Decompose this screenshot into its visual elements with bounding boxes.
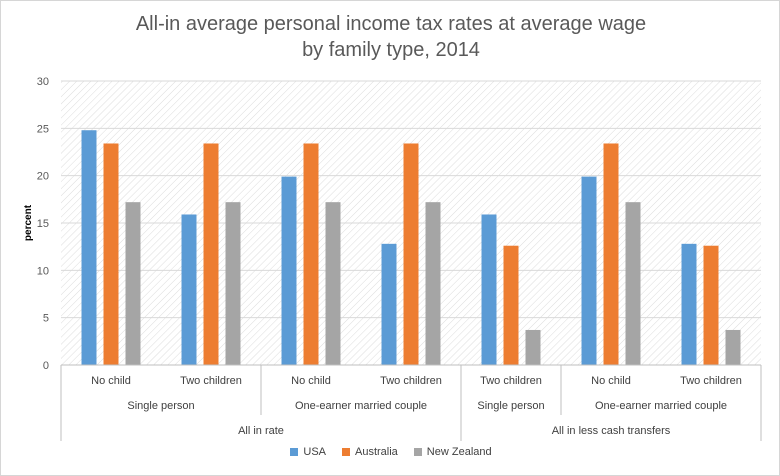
legend-swatch-new-zealand (413, 448, 422, 456)
bar-australia-6 (603, 143, 619, 365)
y-axis-label: percent (23, 204, 34, 241)
bar-new-zealand-5 (525, 329, 541, 365)
x-category-label-3: No child (291, 375, 331, 387)
bar-australia-3 (303, 143, 319, 365)
bar-usa-1 (81, 130, 97, 365)
bar-new-zealand-4 (425, 202, 441, 365)
bar-new-zealand-3 (325, 202, 341, 365)
bar-usa-2 (181, 214, 197, 365)
x-category-label-5: Two children (480, 375, 542, 387)
bar-usa-5 (481, 214, 497, 365)
x-supergroup-label-2: All in less cash transfers (552, 425, 671, 437)
x-group-label-3: Single person (477, 400, 544, 412)
x-group-label-4: One-earner married couple (595, 400, 727, 412)
legend: USA Australia New Zealand (1, 446, 779, 458)
y-tick-label-30: 30 (37, 76, 49, 88)
x-category-label-2: Two children (180, 375, 242, 387)
y-tick-label-0: 0 (43, 360, 49, 372)
y-tick-label-20: 20 (37, 171, 49, 183)
chart-title-line-2: by family type, 2014 (302, 39, 480, 61)
legend-label-australia: Australia (355, 446, 398, 458)
bar-new-zealand-7 (725, 329, 741, 365)
bar-new-zealand-1 (125, 202, 141, 365)
y-tick-label-15: 15 (37, 218, 49, 230)
chart-title-line-1: All-in average personal income tax rates… (135, 13, 647, 35)
x-category-label-4: Two children (380, 375, 442, 387)
bar-australia-1 (103, 143, 119, 365)
bar-usa-6 (581, 176, 597, 365)
x-category-label-7: Two children (680, 375, 742, 387)
bar-usa-7 (681, 243, 697, 365)
y-tick-label-25: 25 (37, 123, 49, 135)
x-category-label-1: No child (91, 375, 131, 387)
legend-swatch-australia (342, 448, 350, 456)
x-group-label-1: Single person (127, 400, 194, 412)
bar-australia-7 (703, 245, 719, 365)
y-tick-label-5: 5 (43, 313, 49, 325)
x-category-label-6: No child (591, 375, 631, 387)
bar-usa-3 (281, 176, 297, 365)
bar-australia-5 (503, 245, 519, 365)
legend-item-usa: USA (290, 446, 326, 458)
bar-australia-4 (403, 143, 419, 365)
x-group-label-2: One-earner married couple (295, 400, 427, 412)
chart-title: All-in average personal income tax rates… (1, 11, 779, 63)
bar-australia-2 (203, 143, 219, 365)
legend-item-new-zealand: New Zealand (413, 446, 492, 458)
legend-label-new-zealand: New Zealand (426, 446, 492, 458)
bar-usa-4 (381, 243, 397, 365)
y-tick-label-10: 10 (37, 265, 49, 277)
legend-swatch-usa (290, 448, 299, 456)
bar-new-zealand-6 (625, 202, 641, 365)
legend-label-usa: USA (303, 446, 326, 458)
x-supergroup-label-1: All in rate (238, 425, 284, 437)
legend-item-australia: Australia (342, 446, 398, 458)
bar-new-zealand-2 (225, 202, 241, 365)
